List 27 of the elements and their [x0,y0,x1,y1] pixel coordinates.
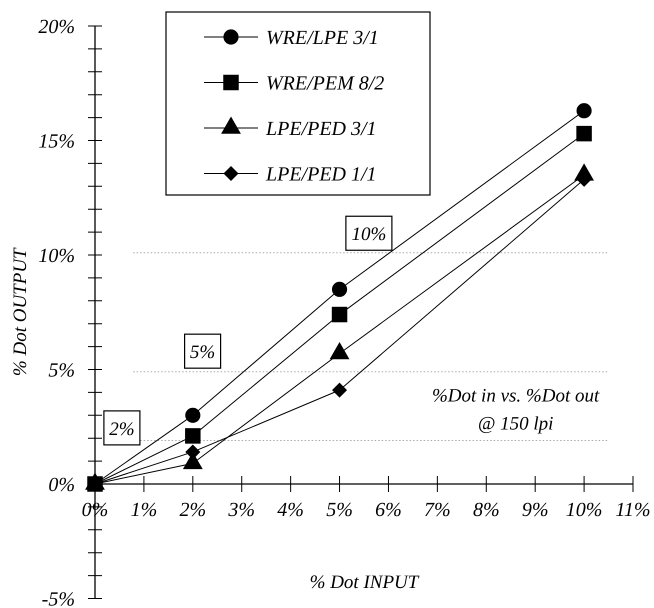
x-tick-label: 2% [179,499,206,522]
y-tick-label: 20% [38,16,75,38]
x-tick-label: 1% [130,499,158,522]
ref-line-label: 10% [351,224,386,246]
x-tick-label: 7% [424,499,451,522]
legend-label: WRE/PEM 8/2 [266,72,384,94]
ref-line-label: 2% [109,418,135,440]
y-tick-label: 10% [38,245,75,267]
x-tick-label: 3% [227,499,256,522]
x-tick-label: 9% [522,499,549,522]
y-tick-label: 5% [48,360,75,382]
ref-line-label: 5% [190,342,216,364]
legend-label: LPE/PED 3/1 [265,118,377,140]
y-tick-label: -5% [42,588,75,608]
y-tick-label: 15% [38,130,75,152]
y-tick-label: 0% [48,474,75,496]
x-tick-label: 4% [277,499,304,522]
x-tick-label: 8% [472,499,500,522]
x-tick-label: 6% [375,499,402,522]
x-tick-label: 10% [566,499,602,522]
legend-label: WRE/LPE 3/1 [266,27,379,49]
annotation: %Dot in vs. %Dot out @ 150 lpi [432,386,600,435]
legend-label: LPE/PED 1/1 [265,164,377,186]
y-axis-title: % Dot OUTPUT [10,246,31,376]
x-tick-label: 11% [615,499,651,522]
x-axis-title: % Dot INPUT [310,572,420,593]
x-tick-label: 5% [326,499,353,522]
